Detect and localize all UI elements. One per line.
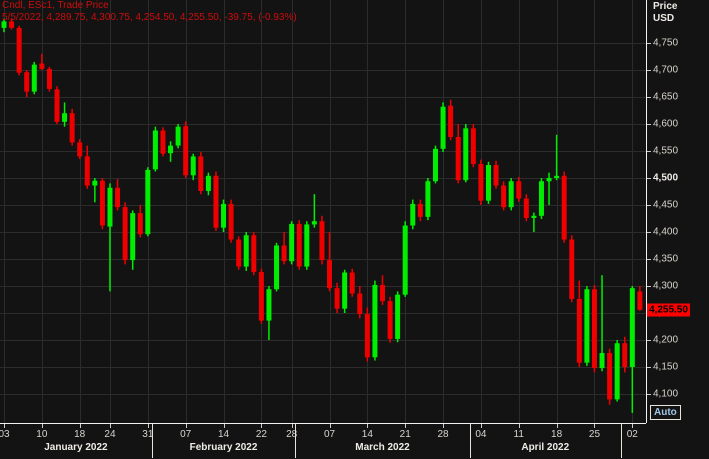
- price-tick-label: 4,450: [653, 199, 679, 211]
- price-tick-label: 4,600: [653, 118, 679, 130]
- price-axis-header-line1: Price: [653, 1, 678, 12]
- price-axis[interactable]: Price USD 4,750 4,700 4,650 4,600 4,550 4,500…: [646, 0, 709, 423]
- price-tick-mark: [647, 70, 651, 71]
- date-tick-mark: [519, 424, 520, 428]
- date-tick-label: 02: [626, 429, 638, 440]
- date-tick-label: 28: [437, 429, 449, 440]
- date-tick-mark: [481, 424, 482, 428]
- price-tick-label: 4,500: [653, 172, 679, 184]
- month-separator: [152, 424, 153, 458]
- price-tick-mark: [647, 232, 651, 233]
- price-tick-label: 4,700: [653, 64, 679, 76]
- price-tick-mark: [647, 124, 651, 125]
- date-tick-mark: [594, 424, 595, 428]
- price-tick-mark: [647, 178, 651, 179]
- plot-area[interactable]: [0, 0, 646, 423]
- date-tick-label: 14: [217, 429, 230, 440]
- date-tick-label: 22: [255, 429, 267, 440]
- price-tick-mark: [647, 259, 651, 260]
- candlestick-svg: [0, 0, 646, 423]
- price-tick-mark: [647, 151, 651, 152]
- price-tick-label: 4,400: [653, 226, 679, 238]
- month-label: February 2022: [189, 442, 258, 453]
- price-tick-label: 4,350: [653, 253, 679, 265]
- month-separator: [621, 424, 622, 458]
- date-tick-label: 18: [74, 429, 86, 440]
- date-tick-mark: [443, 424, 444, 428]
- price-tick-mark: [647, 367, 651, 368]
- month-label: April 2022: [521, 442, 570, 453]
- date-tick-mark: [557, 424, 558, 428]
- date-tick-label: 07: [180, 429, 192, 440]
- date-tick-mark: [42, 424, 43, 428]
- date-tick-label: 28: [286, 429, 298, 440]
- price-tick-label: 4,750: [653, 37, 679, 49]
- date-tick-mark: [80, 424, 81, 428]
- date-tick-label: 14: [361, 429, 373, 440]
- price-tick-mark: [647, 205, 651, 206]
- date-tick-label: 18: [551, 429, 563, 440]
- price-tick-mark: [647, 340, 651, 341]
- month-label: March 2022: [355, 442, 410, 453]
- date-tick-mark: [110, 424, 111, 428]
- date-tick-mark: [148, 424, 149, 428]
- date-tick-mark: [292, 424, 293, 428]
- date-tick-label: 04: [475, 429, 487, 440]
- price-axis-line: [646, 0, 647, 423]
- date-tick-mark: [261, 424, 262, 428]
- date-tick-label: 11: [513, 429, 524, 440]
- date-tick-label: 31: [142, 429, 154, 440]
- date-tick-mark: [224, 424, 225, 428]
- date-tick-label: 25: [588, 429, 601, 440]
- price-tick-mark: [647, 97, 651, 98]
- date-tick-mark: [4, 424, 5, 428]
- date-tick-label: 24: [104, 429, 116, 440]
- price-tick-mark: [647, 394, 651, 395]
- price-tick-mark: [647, 286, 651, 287]
- date-tick-mark: [632, 424, 633, 428]
- auto-scale-button[interactable]: Auto: [650, 405, 681, 420]
- price-tick-label: 4,200: [653, 334, 679, 346]
- month-label: January 2022: [44, 442, 108, 453]
- price-tick-label: 4,550: [653, 145, 679, 157]
- price-tick-label: 4,100: [653, 388, 679, 400]
- month-separator: [470, 424, 471, 458]
- current-price-tag: 4,255.50: [647, 303, 690, 317]
- month-separator: [295, 424, 296, 458]
- date-tick-label: 10: [36, 429, 48, 440]
- date-tick-label: 21: [399, 429, 411, 440]
- date-tick-label: 03: [0, 429, 10, 440]
- price-tick-label: 4,300: [653, 280, 679, 292]
- price-tick-label: 4,650: [653, 91, 679, 103]
- price-axis-header: Price USD: [653, 1, 677, 25]
- date-axis-line: [0, 423, 646, 424]
- price-axis-header-line2: USD: [653, 13, 675, 24]
- date-tick-mark: [367, 424, 368, 428]
- price-tick-mark: [647, 43, 651, 44]
- price-tick-label: 4,150: [653, 361, 679, 373]
- date-tick-mark: [330, 424, 331, 428]
- date-tick-mark: [405, 424, 406, 428]
- date-tick-mark: [186, 424, 187, 428]
- date-tick-label: 07: [323, 429, 336, 440]
- date-axis[interactable]: 03 10 18 24 31 07 14 22 28 07 14 21 28 04 11 18 25 02 Janu…: [0, 423, 709, 459]
